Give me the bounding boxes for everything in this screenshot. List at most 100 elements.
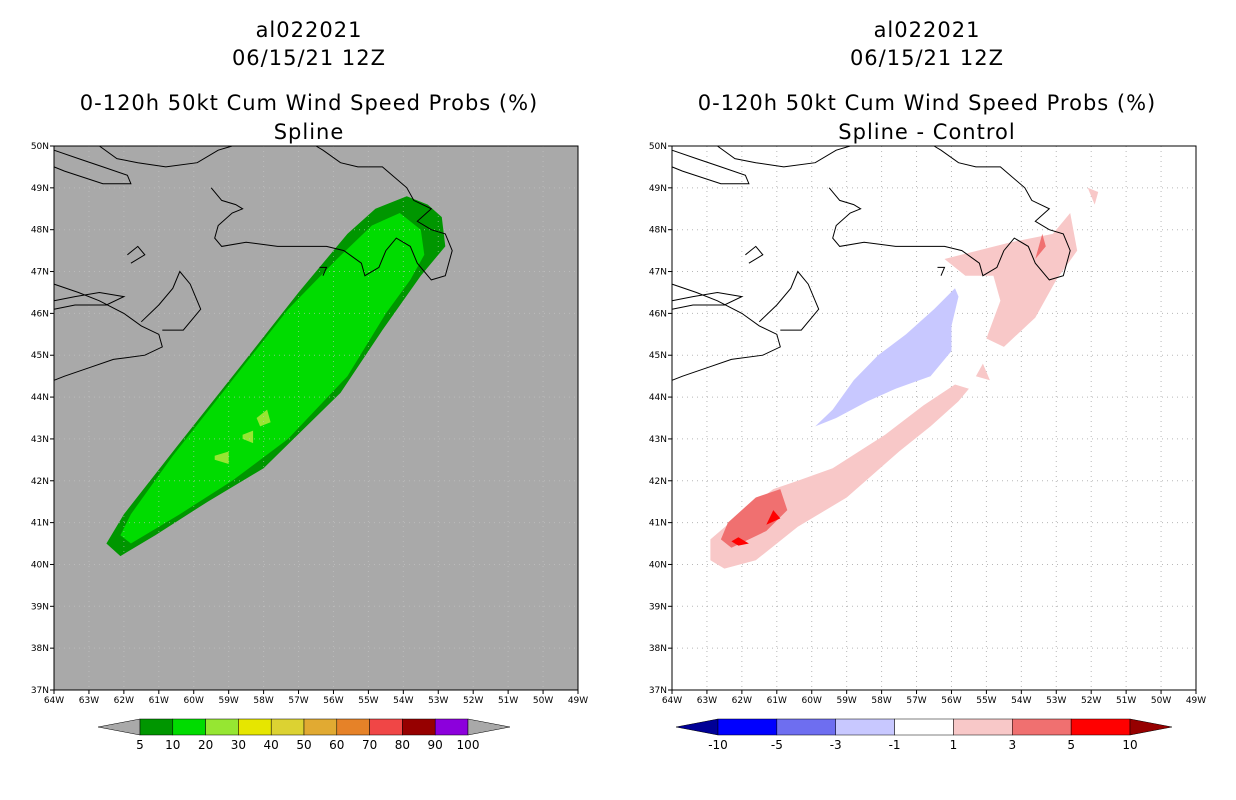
product-title: 0-120h 50kt Cum Wind Speed Probs (%) <box>79 91 539 115</box>
y-tick-label: 42N <box>649 477 667 487</box>
difference-panel: al022021 06/15/21 12Z 0-120h 50kt Cum Wi… <box>618 0 1236 800</box>
colorbar-label: 50 <box>296 738 311 752</box>
colorbar-swatch <box>434 718 469 736</box>
y-tick-label: 43N <box>649 435 667 445</box>
x-tick-label: 53W <box>428 696 448 706</box>
colorbar-label: 70 <box>362 738 377 752</box>
x-tick-label: 63W <box>79 696 99 706</box>
x-tick-label: 59W <box>218 696 238 706</box>
x-tick-label: 52W <box>463 696 483 706</box>
y-tick-label: 38N <box>31 644 49 654</box>
contour-region-10-20 <box>120 213 425 544</box>
contour-region-20-30 <box>214 451 229 464</box>
x-tick-label: 59W <box>836 696 856 706</box>
coastline <box>671 283 781 381</box>
y-tick-label: 50N <box>649 142 667 152</box>
y-tick-label: 39N <box>649 602 667 612</box>
coastline <box>937 266 946 276</box>
y-tick-label: 41N <box>649 519 667 529</box>
colorbar-label: 100 <box>457 738 480 752</box>
plot-frame <box>53 145 579 691</box>
x-tick-label: 58W <box>871 696 891 706</box>
spline-panel: al022021 06/15/21 12Z 0-120h 50kt Cum Wi… <box>31 18 588 752</box>
x-tick-label: 63W <box>697 696 717 706</box>
colorbar-label: 20 <box>198 738 213 752</box>
colorbar-swatch <box>953 718 1013 736</box>
y-tick-label: 43N <box>31 435 49 445</box>
y-tick-label: 48N <box>31 226 49 236</box>
y-tick-label: 44N <box>31 393 49 403</box>
colorbar-swatch <box>835 718 895 736</box>
spline-map-chart: 64W 63W 62W 61W 60W 59W 58W 57W 56W 55W 54W 53W 52W 5… <box>31 142 588 752</box>
x-tick-label: 61W <box>149 696 169 706</box>
coastline <box>140 270 202 331</box>
contour-region-1-3 <box>975 363 990 381</box>
colorbar-label: 5 <box>1067 738 1075 752</box>
x-tick-label: 58W <box>253 696 273 706</box>
colorbar-swatch <box>776 718 836 736</box>
y-tick-label: 45N <box>649 351 667 361</box>
contour-region-1-3 <box>710 384 969 569</box>
init-time-title: 06/15/21 12Z <box>231 46 387 70</box>
x-tick-label: 60W <box>184 696 204 706</box>
colorbar-swatch <box>369 718 403 736</box>
contour-region-3-5 <box>1035 233 1046 259</box>
colorbar-swatch <box>238 718 272 736</box>
colorbar-swatch <box>205 718 239 736</box>
x-tick-label: 51W <box>1116 696 1136 706</box>
y-tick-label: 42N <box>31 477 49 487</box>
contour-region-20-30 <box>256 409 271 427</box>
init-time-title: 06/15/21 12Z <box>849 46 1005 70</box>
coastline <box>717 145 851 168</box>
x-tick-label: 62W <box>732 696 752 706</box>
y-tick-label: 40N <box>649 560 667 570</box>
x-tick-label: 57W <box>288 696 308 706</box>
x-tick-label: 55W <box>358 696 378 706</box>
x-tick-label: 60W <box>802 696 822 706</box>
coastline <box>671 149 750 185</box>
coastline <box>758 270 820 331</box>
x-tick-label: 50W <box>1151 696 1171 706</box>
x-tick-label: 64W <box>662 696 682 706</box>
storm-id-title: al022021 <box>873 18 981 42</box>
panel-subtitle: Spline <box>273 120 345 144</box>
x-tick-label: 51W <box>498 696 518 706</box>
x-tick-label: 62W <box>114 696 134 706</box>
coastline <box>99 145 233 168</box>
colorbar-label: -1 <box>889 738 901 752</box>
colorbar-overflow-triangle <box>1129 718 1173 736</box>
colorbar-swatch <box>717 718 778 736</box>
colorbar-label: 3 <box>1008 738 1016 752</box>
colorbar-label: 90 <box>428 738 443 752</box>
colorbar-label: 1 <box>950 738 958 752</box>
x-tick-label: 64W <box>44 696 64 706</box>
contour-region--3--1 <box>815 288 959 427</box>
storm-id-title: al022021 <box>255 18 363 42</box>
coastline <box>127 245 146 264</box>
difference-map-chart: 64W 63W 62W 61W 60W 59W 58W 57W 56W 55W 54W 53W 52W 5… <box>649 142 1206 752</box>
colorbar-swatch <box>172 718 206 736</box>
y-tick-label: 45N <box>31 351 49 361</box>
coastline <box>828 145 1071 281</box>
y-tick-label: 37N <box>31 686 49 696</box>
x-tick-label: 56W <box>941 696 961 706</box>
x-tick-label: 49W <box>1186 696 1206 706</box>
colorbar-label: 80 <box>395 738 410 752</box>
x-tick-label: 52W <box>1081 696 1101 706</box>
coastline <box>745 245 764 264</box>
contour-region-5-10 <box>766 510 781 525</box>
y-tick-label: 46N <box>31 309 49 319</box>
x-tick-label: 53W <box>1046 696 1066 706</box>
y-tick-label: 38N <box>649 644 667 654</box>
y-tick-label: 48N <box>649 226 667 236</box>
x-tick-label: 54W <box>393 696 413 706</box>
colorbar-swatch <box>139 718 174 736</box>
contour-region-3-5 <box>720 489 788 548</box>
colorbar-label: 40 <box>264 738 279 752</box>
colorbar-swatch <box>270 718 305 736</box>
y-tick-label: 44N <box>649 393 667 403</box>
coastline <box>53 149 132 185</box>
colorbar-label: -10 <box>708 738 728 752</box>
y-tick-label: 37N <box>649 686 667 696</box>
panel-subtitle: Spline - Control <box>838 120 1016 144</box>
